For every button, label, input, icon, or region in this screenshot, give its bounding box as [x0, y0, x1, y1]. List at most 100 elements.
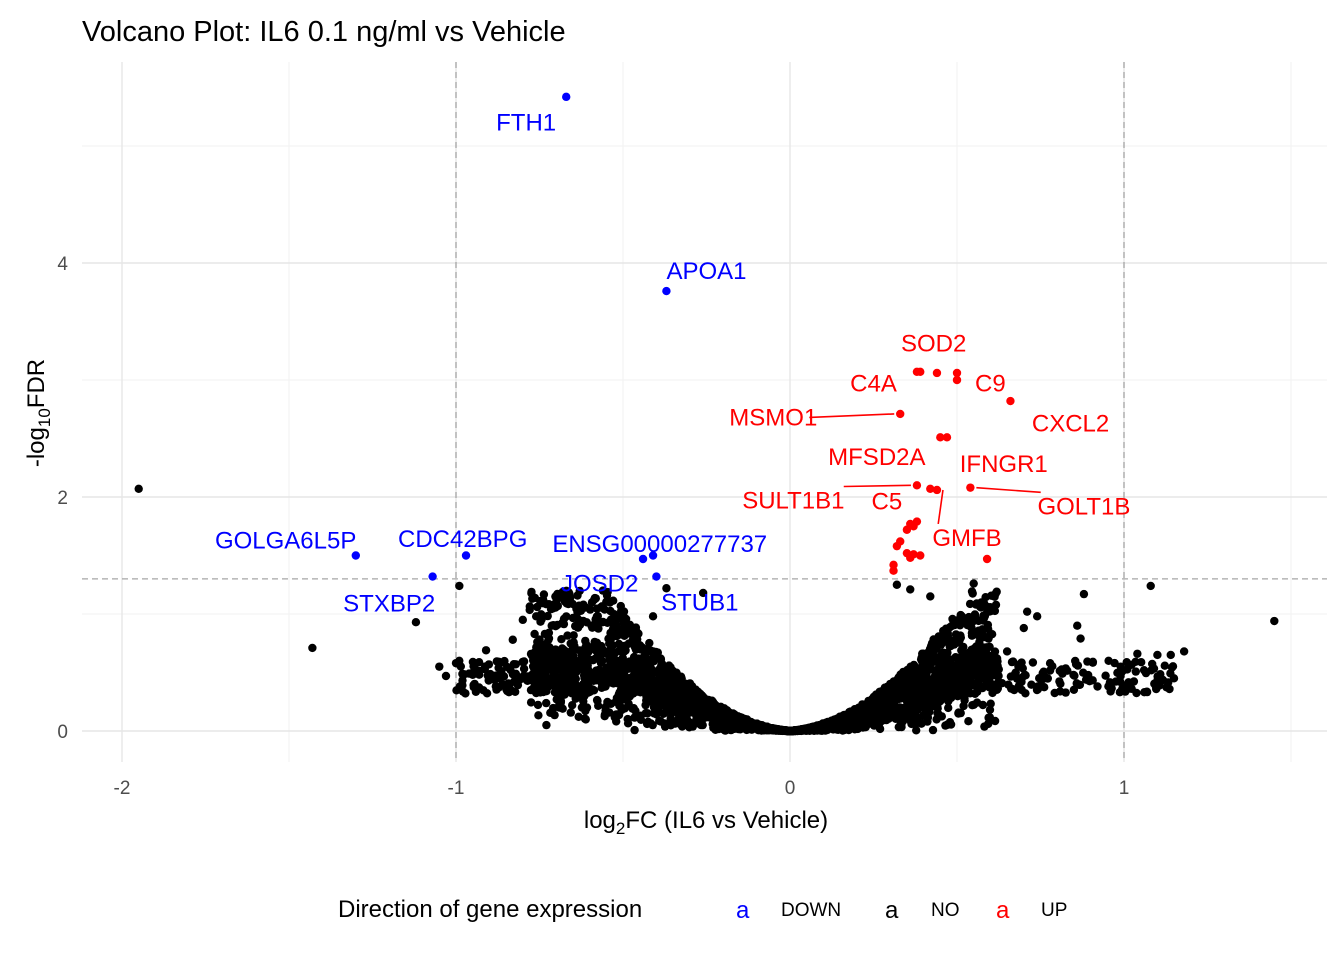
legend-key-down: a — [736, 897, 750, 924]
point-no — [511, 687, 520, 696]
point-no — [510, 677, 519, 686]
point-no — [957, 683, 966, 692]
point-no — [656, 717, 665, 726]
gene-label: ENSG00000277737 — [552, 531, 767, 558]
point-no — [997, 679, 1007, 688]
point-no — [1139, 665, 1149, 675]
gene-label: SOD2 — [901, 331, 966, 358]
point-no — [574, 692, 583, 702]
legend-key-up: a — [996, 897, 1010, 924]
point-no — [567, 679, 576, 688]
point-no — [918, 660, 927, 669]
gene-label: STXBP2 — [343, 590, 435, 617]
point-no — [960, 672, 969, 682]
x-tick-label: 0 — [785, 778, 796, 799]
point-no — [461, 689, 470, 698]
point-no — [615, 688, 624, 697]
point-no — [884, 693, 893, 702]
point-no — [940, 680, 950, 690]
point-no — [865, 713, 874, 722]
point-no — [974, 616, 983, 626]
point-no — [958, 649, 967, 659]
point-no — [588, 655, 597, 665]
point-no — [1160, 661, 1170, 670]
point-no — [1179, 647, 1189, 656]
point-no — [694, 710, 703, 720]
point-no — [844, 720, 853, 730]
point-no — [1146, 581, 1155, 591]
point-no — [615, 664, 624, 673]
point-no — [508, 670, 518, 679]
point-no — [500, 656, 509, 666]
point-no — [582, 645, 592, 654]
point-no — [784, 726, 793, 736]
point-no — [899, 674, 908, 683]
point-no — [978, 683, 987, 693]
point-no — [947, 687, 956, 696]
point-no — [911, 718, 921, 727]
point-no — [753, 720, 762, 729]
point-no — [468, 670, 477, 680]
point-up — [912, 517, 922, 526]
gene-label: C9 — [975, 371, 1006, 398]
point-no — [687, 694, 697, 704]
point-no — [937, 712, 946, 721]
point-no — [588, 673, 597, 682]
point-no — [924, 647, 933, 657]
point-no — [1004, 680, 1013, 689]
point-down — [461, 551, 471, 560]
point-no — [973, 642, 982, 652]
point-no — [522, 675, 531, 684]
x-axis-title: log2FC (IL6 vs Vehicle) — [584, 807, 828, 838]
point-no — [1133, 649, 1142, 658]
point-no — [580, 714, 590, 723]
point-no — [636, 711, 645, 720]
point-no — [596, 647, 606, 657]
point-no — [685, 723, 694, 732]
point-no — [556, 699, 565, 708]
label-leader-lines — [809, 413, 1041, 525]
point-no — [566, 708, 575, 717]
point-up — [1006, 396, 1015, 406]
point-up — [966, 483, 975, 492]
point-no — [601, 702, 610, 712]
point-no — [1073, 621, 1082, 630]
leader-line — [843, 484, 911, 488]
point-no — [526, 649, 536, 659]
point-no — [411, 617, 421, 627]
point-down — [428, 572, 437, 581]
point-no — [596, 603, 606, 612]
point-no — [872, 719, 881, 728]
point-no — [1048, 662, 1057, 671]
point-no — [552, 665, 562, 674]
point-no — [1040, 683, 1049, 692]
point-no — [988, 667, 997, 676]
point-no — [308, 643, 317, 653]
point-up — [896, 409, 905, 419]
point-no — [1116, 662, 1125, 671]
point-no — [660, 698, 669, 707]
point-no — [1083, 657, 1092, 666]
point-no — [542, 720, 551, 730]
point-no — [1079, 589, 1089, 599]
chart-title: Volcano Plot: IL6 0.1 ng/ml vs Vehicle — [82, 16, 566, 48]
point-up — [932, 368, 942, 378]
point-no — [658, 666, 667, 675]
point-no — [656, 654, 665, 663]
point-no — [612, 656, 621, 665]
point-no — [1032, 612, 1042, 621]
gene-label: CXCL2 — [1032, 410, 1109, 437]
point-no — [691, 685, 700, 694]
point-no — [605, 655, 614, 665]
gene-label: JOSD2 — [561, 571, 638, 598]
point-no — [970, 689, 980, 698]
point-no — [1006, 672, 1016, 681]
point-no — [951, 653, 960, 662]
point-up — [952, 368, 962, 378]
point-no — [1148, 659, 1157, 669]
point-no — [1137, 658, 1146, 667]
point-no — [909, 663, 918, 672]
point-no — [730, 715, 739, 724]
point-no — [1018, 673, 1027, 682]
